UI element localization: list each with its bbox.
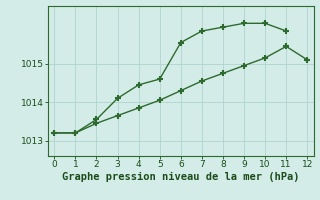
X-axis label: Graphe pression niveau de la mer (hPa): Graphe pression niveau de la mer (hPa) bbox=[62, 172, 300, 182]
